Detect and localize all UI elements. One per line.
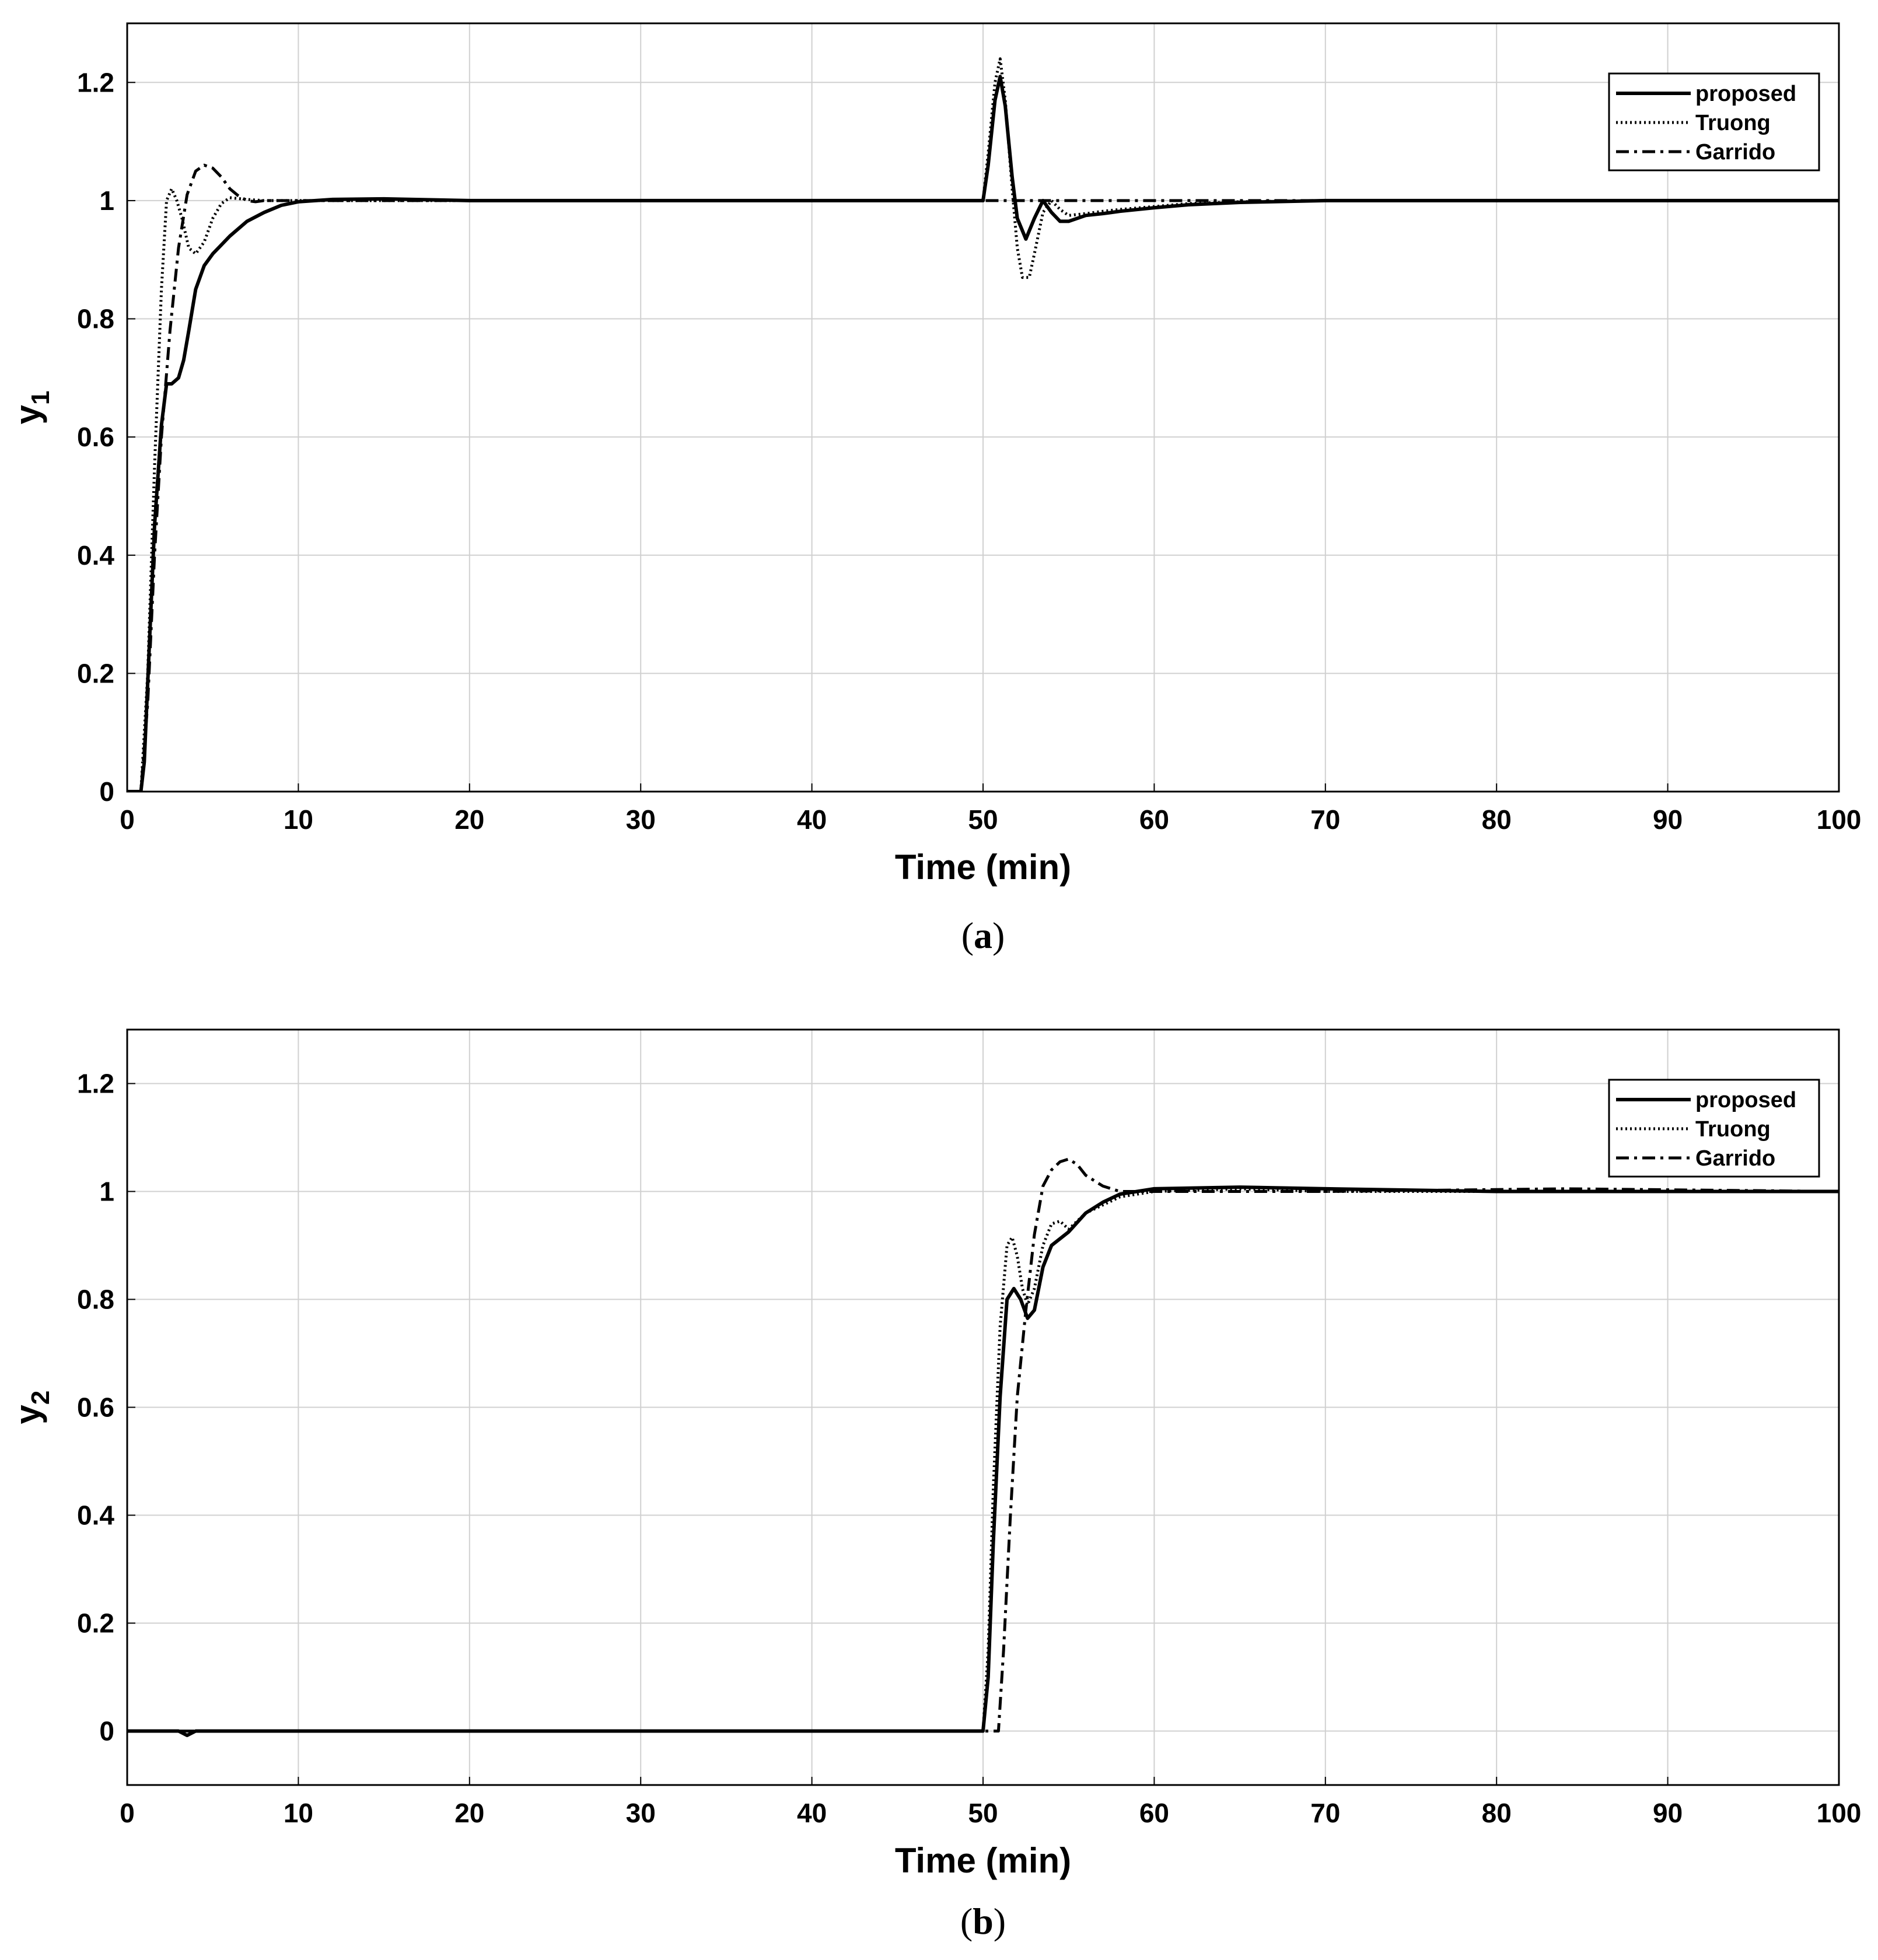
x-tick-label: 40 xyxy=(797,1798,827,1828)
y-tick-label: 0 xyxy=(99,1716,114,1746)
series-line-garrido xyxy=(127,1157,1839,1732)
y-tick-label: 1.2 xyxy=(77,1069,114,1099)
caption-close: ) xyxy=(994,1901,1006,1942)
x-tick-label: 50 xyxy=(968,804,998,835)
legend-label-garrido: Garrido xyxy=(1695,140,1775,164)
y-tick-labels: 0 0.2 0.4 0.6 0.8 1 1.2 xyxy=(77,67,135,807)
y-tick-label: 1 xyxy=(99,186,114,216)
panel-caption-a: (a) xyxy=(961,915,1005,956)
caption-open: ( xyxy=(961,915,974,956)
x-tick-label: 80 xyxy=(1482,804,1512,835)
x-tick-label: 80 xyxy=(1482,1798,1512,1828)
y-tick-label: 0.2 xyxy=(77,658,114,688)
series-lines xyxy=(127,57,1839,792)
y-axis-label-main: y xyxy=(8,1404,47,1424)
caption-open: ( xyxy=(960,1901,973,1942)
y-axis-label-subscript: 2 xyxy=(26,1391,55,1405)
x-tick-label: 90 xyxy=(1653,1798,1683,1828)
x-tick-label: 20 xyxy=(454,1798,484,1828)
x-tick-label: 10 xyxy=(284,804,313,835)
x-tick-label: 60 xyxy=(1139,804,1169,835)
caption-close: ) xyxy=(992,915,1005,956)
x-tick-label: 50 xyxy=(968,1798,998,1828)
series-lines xyxy=(127,1157,1839,1737)
legend-label-proposed: proposed xyxy=(1695,1088,1796,1112)
legend: proposed Truong Garrido xyxy=(1608,1079,1820,1178)
x-tick-label: 70 xyxy=(1310,804,1340,835)
y-tick-label: 0 xyxy=(99,776,114,807)
legend-label-garrido: Garrido xyxy=(1695,1146,1775,1171)
x-tick-labels: 0 10 20 30 40 50 60 70 80 90 100 xyxy=(120,1777,1861,1828)
y-tick-label: 1 xyxy=(99,1177,114,1207)
x-tick-label: 100 xyxy=(1817,1798,1862,1828)
x-tick-label: 20 xyxy=(454,804,484,835)
x-tick-label: 40 xyxy=(797,804,827,835)
y-axis-label-main: y xyxy=(8,404,47,424)
x-axis-label: Time (min) xyxy=(895,848,1071,887)
legend-label-truong: Truong xyxy=(1695,1117,1771,1142)
caption-letter: b xyxy=(973,1901,994,1942)
y-tick-label: 0.2 xyxy=(77,1608,114,1639)
x-tick-labels: 0 10 20 30 40 50 60 70 80 90 100 xyxy=(120,783,1861,835)
chart-panel-a: 0 10 20 30 40 50 60 70 80 90 100 0 0.2 0.4 0.6 0.8 1 1.2… xyxy=(8,22,1861,956)
y-tick-label: 0.4 xyxy=(77,1500,114,1531)
gridlines xyxy=(127,1030,1839,1785)
y-axis-label-subscript: 1 xyxy=(26,391,55,405)
legend-label-truong: Truong xyxy=(1695,111,1771,135)
y-axis-label: y1 xyxy=(8,391,55,425)
y-tick-label: 0.6 xyxy=(77,422,114,452)
series-line-proposed xyxy=(127,75,1839,792)
caption-letter: a xyxy=(974,915,992,956)
series-line-truong xyxy=(127,57,1839,792)
x-tick-label: 10 xyxy=(284,1798,313,1828)
y-axis-label: y2 xyxy=(8,1391,55,1424)
x-tick-label: 0 xyxy=(120,804,135,835)
x-tick-label: 0 xyxy=(120,1798,135,1828)
y-tick-label: 0.4 xyxy=(77,540,114,570)
y-tick-label: 0.8 xyxy=(77,304,114,334)
panel-caption-b: (b) xyxy=(960,1901,1006,1942)
y-tick-labels: 0 0.2 0.4 0.6 0.8 1 1.2 xyxy=(77,1069,135,1746)
x-axis-label: Time (min) xyxy=(895,1841,1071,1880)
x-tick-label: 30 xyxy=(626,804,656,835)
gridlines xyxy=(127,23,1839,792)
x-tick-label: 30 xyxy=(626,1798,656,1828)
x-tick-label: 90 xyxy=(1653,804,1683,835)
y-tick-label: 0.6 xyxy=(77,1392,114,1423)
chart-panel-b: 0 10 20 30 40 50 60 70 80 90 100 0 0.2 0.4 0.6 0.8 1 1.2… xyxy=(8,1028,1861,1942)
series-line-proposed xyxy=(127,1185,1839,1737)
y-tick-label: 1.2 xyxy=(77,67,114,97)
x-tick-label: 70 xyxy=(1310,1798,1340,1828)
y-tick-label: 0.8 xyxy=(77,1284,114,1315)
legend: proposed Truong Garrido xyxy=(1608,72,1820,172)
legend-label-proposed: proposed xyxy=(1695,82,1796,106)
x-tick-label: 100 xyxy=(1817,804,1862,835)
x-tick-label: 60 xyxy=(1139,1798,1169,1828)
